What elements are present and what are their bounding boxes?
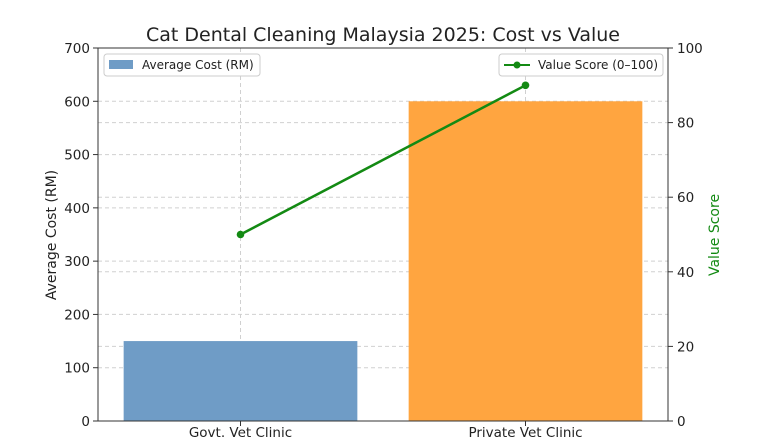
bars (123, 101, 643, 422)
legend-bar-swatch (109, 60, 133, 69)
value-score-point (521, 81, 530, 90)
right-tick-label: 100 (677, 41, 703, 57)
right-tick-label: 40 (677, 265, 694, 281)
right-axis-ticks: 0 20 40 60 80 100 (668, 41, 703, 430)
bar (123, 341, 358, 421)
right-tick-label: 80 (677, 116, 694, 132)
left-tick-label: 700 (64, 41, 90, 57)
plot-frame (97, 47, 669, 422)
legend-line-label: Value Score (0–100) (538, 58, 658, 72)
x-axis-ticks: Govt. Vet Clinic Private Vet Clinic (189, 421, 583, 441)
right-tick-label: 0 (677, 414, 686, 430)
right-tick-label: 60 (677, 190, 694, 206)
chart-title: Cat Dental Cleaning Malaysia 2025: Cost … (146, 24, 620, 46)
left-axis-ticks: 0 100 200 300 400 500 600 700 (64, 41, 98, 430)
legend-line-marker (513, 61, 521, 69)
legend-bar-label: Average Cost (RM) (142, 58, 254, 72)
left-tick-label: 300 (64, 254, 90, 270)
legend-bar: Average Cost (RM) (103, 53, 261, 77)
left-tick-label: 400 (64, 201, 90, 217)
x-tick-label: Govt. Vet Clinic (189, 425, 292, 441)
legend-line: Value Score (0–100) (498, 53, 664, 77)
left-tick-label: 600 (64, 94, 90, 110)
left-tick-label: 200 (64, 307, 90, 323)
value-score-line (236, 81, 530, 239)
value-score-point (236, 230, 245, 239)
right-tick-label: 20 (677, 339, 694, 355)
left-axis-label: Average Cost (RM) (44, 170, 60, 300)
left-tick-label: 100 (64, 361, 90, 377)
right-axis-label: Value Score (707, 194, 723, 276)
value-score-polyline (239, 84, 527, 236)
left-tick-label: 0 (81, 414, 90, 430)
bar (408, 101, 643, 422)
left-tick-label: 500 (64, 148, 90, 164)
x-tick-label: Private Vet Clinic (468, 425, 582, 441)
